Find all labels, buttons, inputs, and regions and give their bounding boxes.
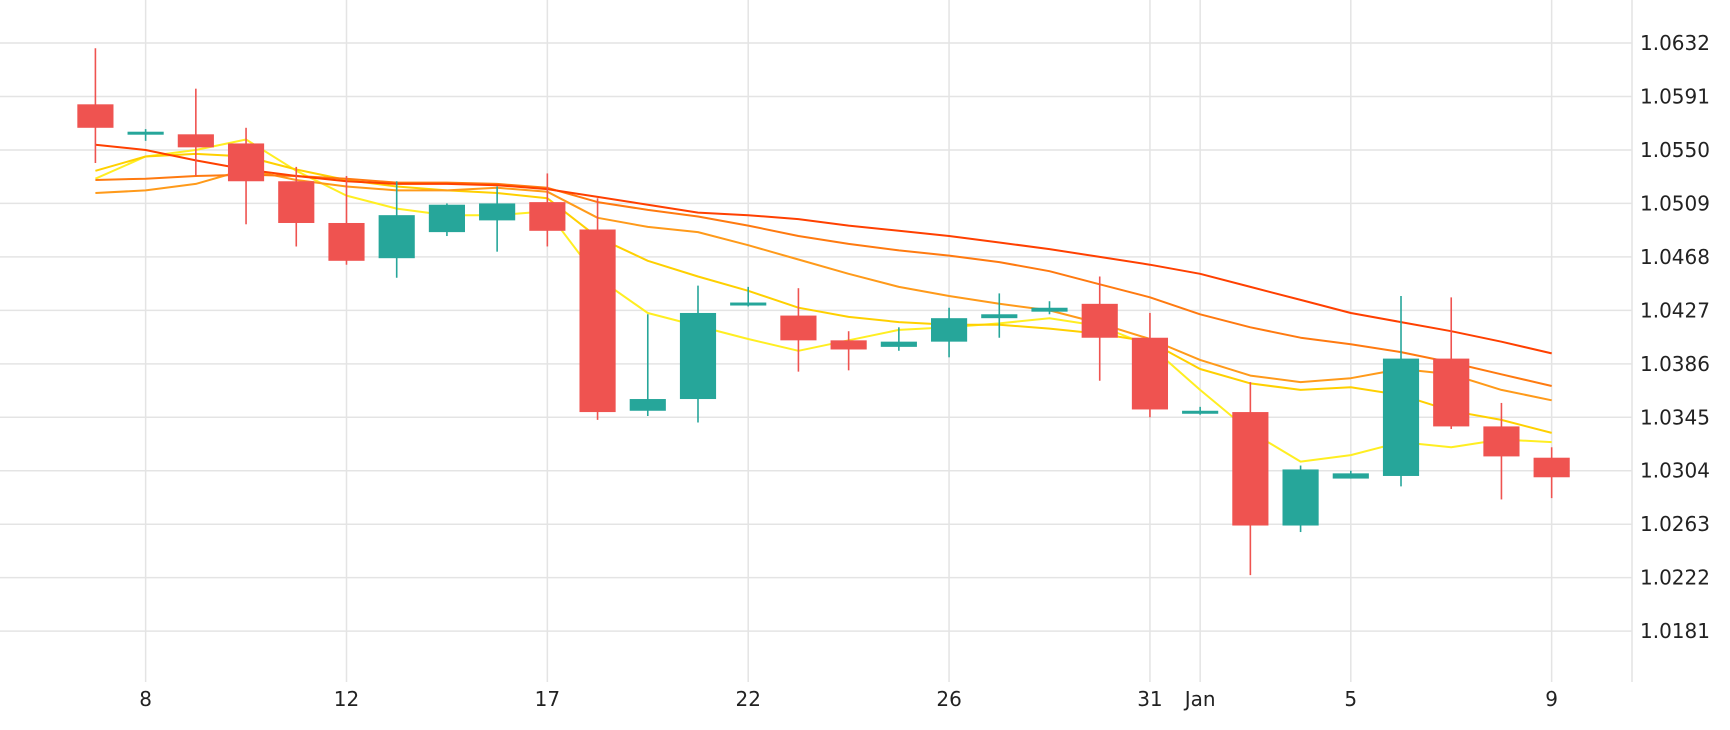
candle-body [1382, 358, 1420, 476]
candle-body [880, 341, 917, 347]
candle [1031, 301, 1068, 315]
y-tick-label: 1.0181 [1640, 619, 1710, 643]
x-tick-label: 12 [334, 687, 359, 711]
candle [930, 307, 968, 358]
candle [1282, 465, 1319, 533]
candle [1232, 382, 1269, 576]
x-tick-label: Jan [1183, 687, 1216, 711]
candle [1182, 406, 1219, 415]
moving-average-line-3 [95, 168, 1552, 402]
candle [1433, 297, 1470, 430]
candle [77, 48, 114, 164]
candle-body [730, 302, 767, 306]
candle [328, 176, 365, 265]
candle-body [328, 222, 365, 261]
candle [1332, 470, 1369, 479]
candle [127, 129, 164, 141]
candle-body [1031, 307, 1068, 312]
candle [177, 88, 214, 177]
y-tick-label: 1.0427 [1640, 298, 1710, 322]
candle [880, 327, 917, 351]
gridlines [0, 0, 1632, 682]
candle-body [1232, 412, 1269, 526]
candle-body [1081, 303, 1118, 338]
candle-body [1131, 337, 1169, 410]
candle-body [780, 315, 817, 341]
y-tick-label: 1.0304 [1640, 459, 1710, 483]
candle [1533, 447, 1570, 499]
candle-body [529, 202, 566, 231]
x-tick-label: 8 [139, 687, 152, 711]
candle-body [1332, 473, 1369, 479]
candles [77, 48, 1570, 576]
y-tick-label: 1.0591 [1640, 84, 1710, 108]
y-tick-label: 1.0263 [1640, 512, 1710, 536]
x-tick-label: 5 [1344, 687, 1357, 711]
candle-body [227, 143, 265, 182]
candle-body [378, 215, 415, 259]
candle-body [1282, 469, 1319, 526]
candle [981, 293, 1018, 338]
y-tick-label: 1.0632 [1640, 31, 1710, 55]
candle-body [1483, 426, 1520, 457]
candle-body [629, 399, 666, 411]
x-tick-label: 31 [1137, 687, 1162, 711]
candle-body [679, 312, 717, 400]
candle-body [127, 131, 164, 135]
candle [378, 181, 415, 278]
candle-body [177, 134, 214, 148]
candle [227, 127, 265, 225]
candle-body [479, 203, 516, 221]
candle [1382, 296, 1420, 487]
candle-body [981, 314, 1018, 319]
y-tick-label: 1.0550 [1640, 138, 1710, 162]
candle-body [830, 340, 867, 350]
y-tick-label: 1.0386 [1640, 352, 1710, 376]
y-tick-label: 1.0222 [1640, 566, 1710, 590]
candle [730, 286, 767, 307]
candle [579, 198, 616, 420]
x-tick-label: 22 [735, 687, 760, 711]
candle-body [1182, 410, 1219, 414]
candle [629, 314, 666, 416]
candle-body [930, 318, 968, 342]
candle [1131, 312, 1169, 418]
x-axis-labels: 8 12 17 22 26 31 Jan 5 9 [139, 687, 1558, 711]
x-tick-label: 17 [535, 687, 560, 711]
y-tick-label: 1.0509 [1640, 191, 1710, 215]
x-tick-label: 9 [1545, 687, 1558, 711]
candle [1483, 402, 1520, 500]
candle [780, 288, 817, 372]
candle-body [77, 104, 114, 128]
candle-body [278, 181, 315, 223]
candle-body [579, 229, 616, 413]
moving-average-line-1 [94, 138, 1552, 463]
moving-average-line-5 [95, 143, 1552, 355]
candle-body [1433, 358, 1470, 427]
candle [830, 331, 867, 371]
moving-average-lines [94, 138, 1552, 463]
candle [428, 203, 465, 237]
candle-body [1533, 457, 1570, 478]
moving-average-line-4 [95, 173, 1552, 387]
candle [1081, 276, 1118, 381]
candle [529, 173, 566, 247]
candle [679, 285, 717, 423]
candle [479, 186, 516, 252]
x-tick-label: 26 [936, 687, 961, 711]
candle [278, 166, 315, 247]
y-tick-label: 1.0345 [1640, 405, 1710, 429]
candle-body [428, 204, 465, 233]
y-axis-labels: 1.0632 1.0591 1.0550 1.0509 1.0468 1.0427 1.03… [1640, 31, 1710, 643]
y-tick-label: 1.0468 [1640, 245, 1710, 269]
